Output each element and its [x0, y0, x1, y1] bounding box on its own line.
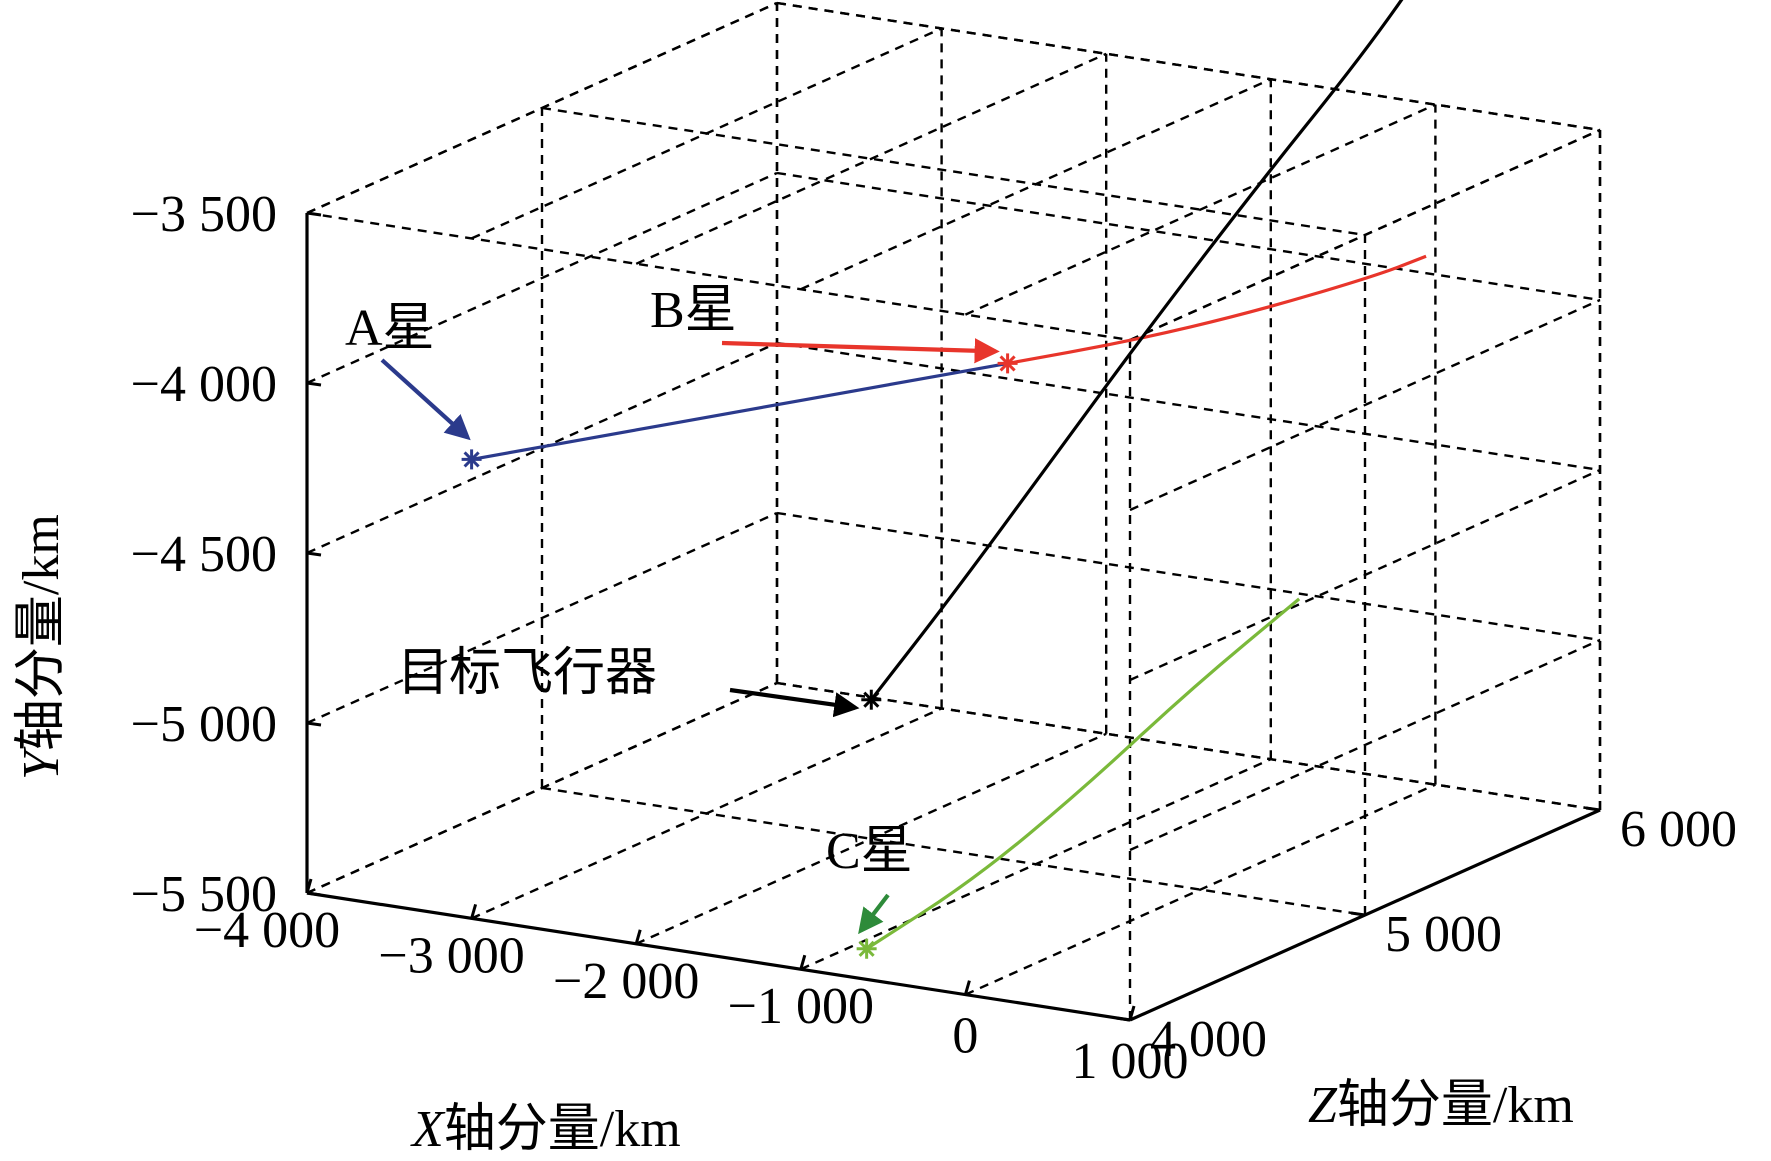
- x-tick-mark: [470, 903, 478, 919]
- z-tick-mark: [1585, 806, 1601, 812]
- y-tick-label: −3 500: [131, 186, 277, 243]
- annotation-arrow: [721, 338, 1000, 364]
- z-tick-label: 6 000: [1620, 801, 1737, 858]
- grid-line: [541, 106, 1366, 237]
- y-tick-label: −4 000: [131, 356, 277, 413]
- y-axis-label-text: 轴分量/km: [13, 514, 70, 751]
- marker-star: [861, 689, 882, 710]
- series-lines: [471, 0, 1427, 951]
- y-axis-label: Y轴分量/km: [13, 514, 70, 780]
- x-axis-label: X轴分量/km: [410, 1101, 681, 1158]
- grid-line: [964, 103, 1436, 316]
- y-axis-label-italic: Y: [13, 746, 70, 780]
- x-tick-mark: [799, 954, 807, 970]
- x-axis-line: [306, 891, 1131, 1022]
- z-tick-mark: [1115, 1016, 1131, 1022]
- annotation-label: B星: [650, 282, 737, 339]
- z-tick-label: 5 000: [1385, 906, 1502, 963]
- z-axis-label: Z轴分量/km: [1308, 1077, 1574, 1134]
- x-tick-mark: [634, 929, 642, 945]
- grid-line: [306, 211, 1131, 342]
- grid-line: [776, 1, 1601, 132]
- annotation-label: A星: [345, 300, 435, 357]
- y-tick-label: −5 500: [131, 866, 277, 923]
- y-tick-mark: [306, 891, 322, 897]
- x-tick-mark: [1128, 1005, 1136, 1021]
- x-tick-label: −2 000: [553, 953, 699, 1010]
- grid-line: [306, 511, 778, 725]
- x-axis-label-text: 轴分量/km: [444, 1101, 681, 1158]
- annotation-label: C星: [826, 823, 913, 880]
- axes: [305, 211, 1601, 1022]
- grid-line: [776, 341, 1601, 472]
- tick-labels: −3 500−4 000−4 500−5 000−5 500−4 000 −3 0…: [131, 186, 1737, 1090]
- marker-stroke: [999, 355, 1016, 372]
- z-axis-label-italic: Z: [1308, 1077, 1338, 1134]
- x-tick-label: −4 000: [194, 902, 340, 959]
- y-tick-mark: [306, 551, 322, 557]
- series-line: [1007, 254, 1427, 365]
- z-axis-label-text: 轴分量/km: [1337, 1077, 1574, 1134]
- grid-line: [1129, 298, 1601, 512]
- annotation-arrow: [729, 687, 860, 718]
- y-tick-label: −4 500: [131, 526, 277, 583]
- grid-line: [776, 681, 1601, 812]
- grid-line: [1129, 468, 1601, 682]
- series-line: [471, 361, 1008, 461]
- marker-star: [856, 938, 877, 959]
- grid-line: [306, 171, 778, 385]
- x-tick-label: 0: [952, 1008, 978, 1065]
- marker-star: [997, 353, 1018, 374]
- annotation-label: 目标飞行器: [397, 645, 657, 702]
- z-tick-label: 4 000: [1150, 1011, 1267, 1068]
- y-tick-mark: [306, 381, 322, 387]
- x-tick-label: 1 000: [1072, 1033, 1189, 1090]
- x-tick-label: −1 000: [728, 978, 874, 1035]
- x-tick-mark: [305, 878, 313, 894]
- y-tick-label: −5 000: [131, 696, 277, 753]
- x-tick-mark: [963, 980, 971, 996]
- x-tick-label: −3 000: [378, 927, 524, 984]
- annotation-arrow: [380, 358, 471, 441]
- series-line: [870, 0, 1404, 701]
- z-tick-mark: [1350, 911, 1366, 917]
- grid-line: [776, 511, 1601, 642]
- grid-line: [635, 52, 1107, 265]
- marker-stroke: [858, 940, 875, 957]
- grid-line: [541, 786, 1366, 917]
- markers: [461, 353, 1018, 959]
- grid-line: [635, 732, 1107, 945]
- marker-star: [461, 449, 482, 470]
- marker-stroke: [463, 451, 480, 468]
- series-line: [865, 597, 1301, 951]
- y-tick-mark: [306, 211, 322, 217]
- x-axis-label-italic: X: [410, 1101, 446, 1158]
- grid: [305, 1, 1602, 1022]
- marker-stroke: [863, 691, 880, 708]
- grid-line: [964, 783, 1436, 996]
- annotation-arrow: [858, 893, 890, 935]
- y-tick-mark: [306, 721, 322, 727]
- grid-line: [1129, 638, 1601, 852]
- grid-line: [776, 171, 1601, 302]
